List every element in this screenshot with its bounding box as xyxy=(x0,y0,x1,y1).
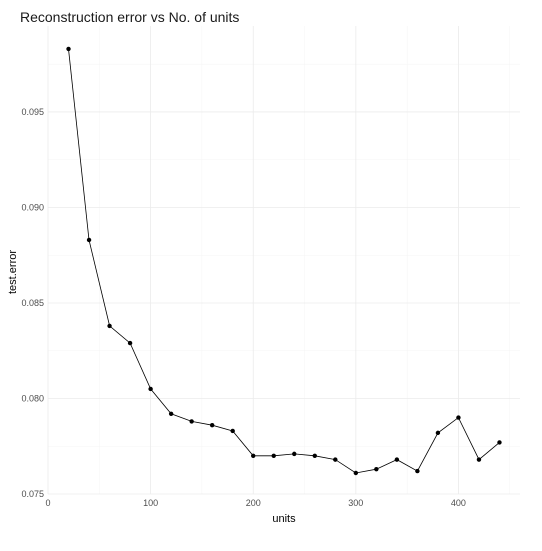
data-point xyxy=(148,386,153,392)
y-tick-label: 0.085 xyxy=(21,298,44,308)
data-point xyxy=(230,428,235,434)
data-point xyxy=(127,340,133,346)
series-line xyxy=(68,48,500,474)
data-point xyxy=(497,440,502,445)
data-point xyxy=(353,470,359,476)
data-point xyxy=(435,430,441,436)
data-point xyxy=(312,453,317,458)
data-point xyxy=(456,415,461,420)
y-tick-label: 0.090 xyxy=(21,202,44,212)
data-point xyxy=(189,419,194,424)
y-tick-label: 0.095 xyxy=(21,107,44,117)
data-point xyxy=(271,453,276,458)
data-point xyxy=(107,323,112,329)
data-point xyxy=(168,411,174,416)
data-point xyxy=(292,451,297,457)
x-tick-label: 0 xyxy=(45,498,50,508)
y-axis-ticks: 0.075 0.080 0.085 0.090 0.095 xyxy=(21,107,44,499)
x-tick-label: 100 xyxy=(143,498,158,508)
data-point xyxy=(209,423,215,428)
data-point xyxy=(374,466,379,472)
data-point xyxy=(66,46,71,52)
data-point xyxy=(476,457,482,462)
data-point xyxy=(333,457,338,462)
grid xyxy=(47,26,520,495)
x-tick-label: 400 xyxy=(451,498,466,508)
data-point xyxy=(394,457,400,462)
x-tick-label: 200 xyxy=(246,498,261,508)
y-axis-title: test.error xyxy=(7,250,19,294)
x-tick-label: 300 xyxy=(348,498,363,508)
y-tick-label: 0.080 xyxy=(21,393,44,403)
data-point xyxy=(86,237,92,243)
x-axis-title: units xyxy=(272,513,296,525)
x-axis-ticks: 0 100 200 300 400 xyxy=(45,498,465,508)
series-layer xyxy=(66,46,502,476)
y-tick-label: 0.075 xyxy=(21,489,44,499)
data-point xyxy=(415,468,420,474)
data-point xyxy=(251,453,256,458)
chart-title: Reconstruction error vs No. of units xyxy=(20,9,240,25)
